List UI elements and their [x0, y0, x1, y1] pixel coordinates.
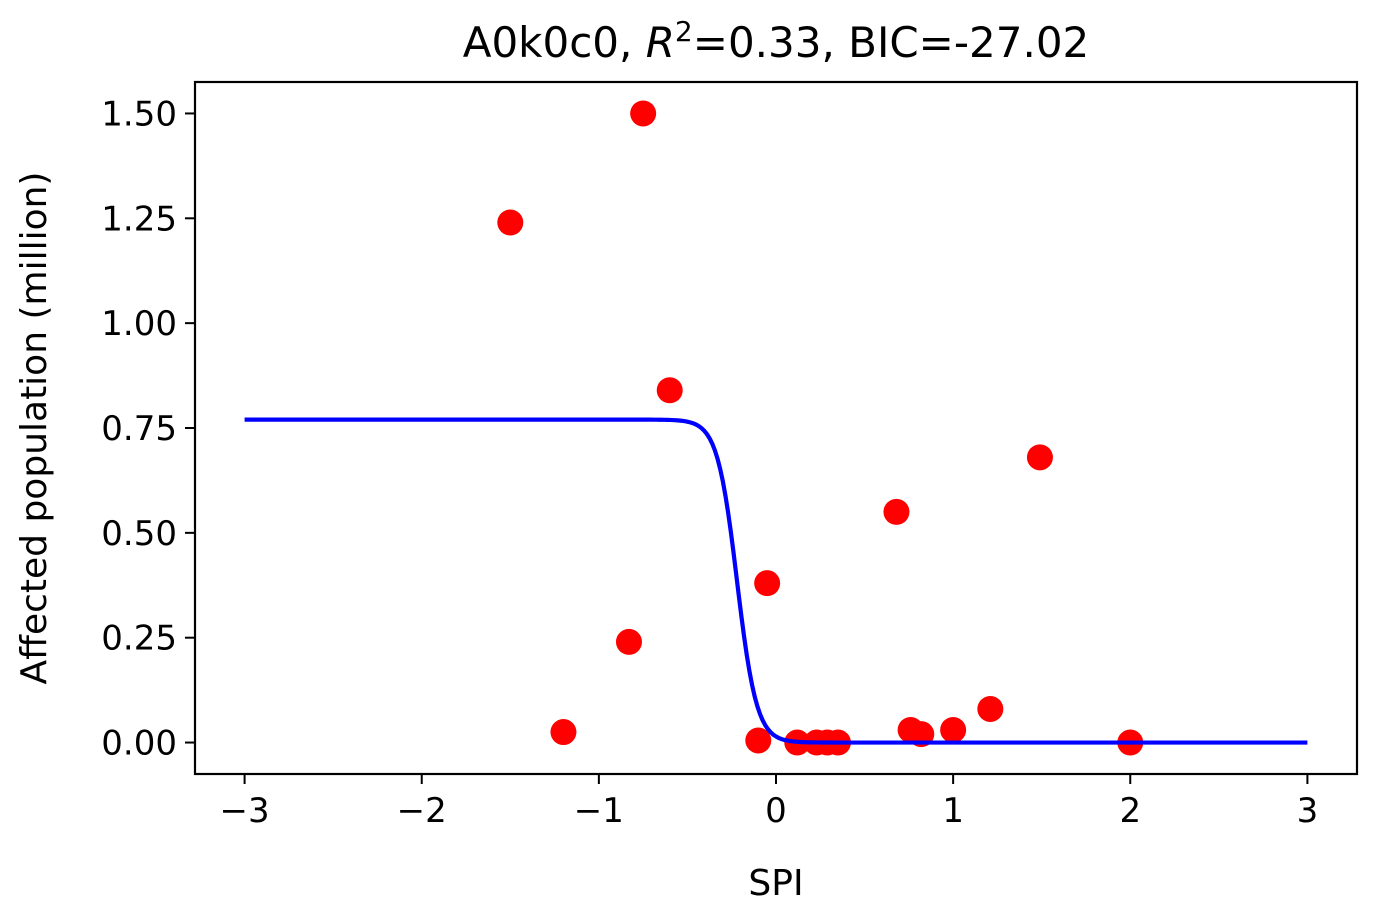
y-tick-label: 1.25 — [101, 199, 177, 239]
y-tick-label: 0.50 — [101, 514, 177, 554]
x-tick-label: 1 — [942, 791, 964, 831]
y-tick-label: 0.25 — [101, 619, 177, 659]
plot-area — [244, 100, 1308, 756]
y-tick-label: 0.75 — [101, 409, 177, 449]
y-tick-label: 1.00 — [101, 304, 177, 344]
data-point — [630, 100, 657, 127]
y-axis-label: Affected population (million) — [14, 172, 55, 685]
data-point — [940, 716, 967, 743]
data-point — [754, 570, 781, 597]
x-axis-label: SPI — [748, 863, 803, 904]
y-tick-label: 1.50 — [101, 94, 177, 134]
plot-frame — [193, 80, 1359, 776]
data-point — [497, 209, 524, 236]
chart-title: A0k0c0, R2=0.33, BIC=-27.02 — [463, 15, 1090, 68]
data-point — [656, 377, 683, 404]
data-point — [977, 695, 1004, 722]
x-tick-label: 3 — [1297, 791, 1319, 831]
data-point — [1026, 444, 1053, 471]
data-point — [883, 498, 910, 525]
x-tick-label: 2 — [1119, 791, 1141, 831]
x-tick-label: −3 — [220, 791, 270, 831]
x-tick-label: −2 — [397, 791, 447, 831]
data-point — [615, 628, 642, 655]
y-tick-label: 0.00 — [101, 724, 177, 764]
x-tick-label: −1 — [574, 791, 624, 831]
y-axis: 0.00 0.25 0.50 0.75 1.00 1.25 1.50 — [101, 94, 195, 764]
data-point — [745, 727, 772, 754]
x-tick-label: 0 — [765, 791, 787, 831]
x-axis: −3 −2 −1 0 1 2 3 — [220, 774, 1319, 831]
data-point — [550, 719, 577, 746]
fit-curve — [244, 417, 1308, 745]
